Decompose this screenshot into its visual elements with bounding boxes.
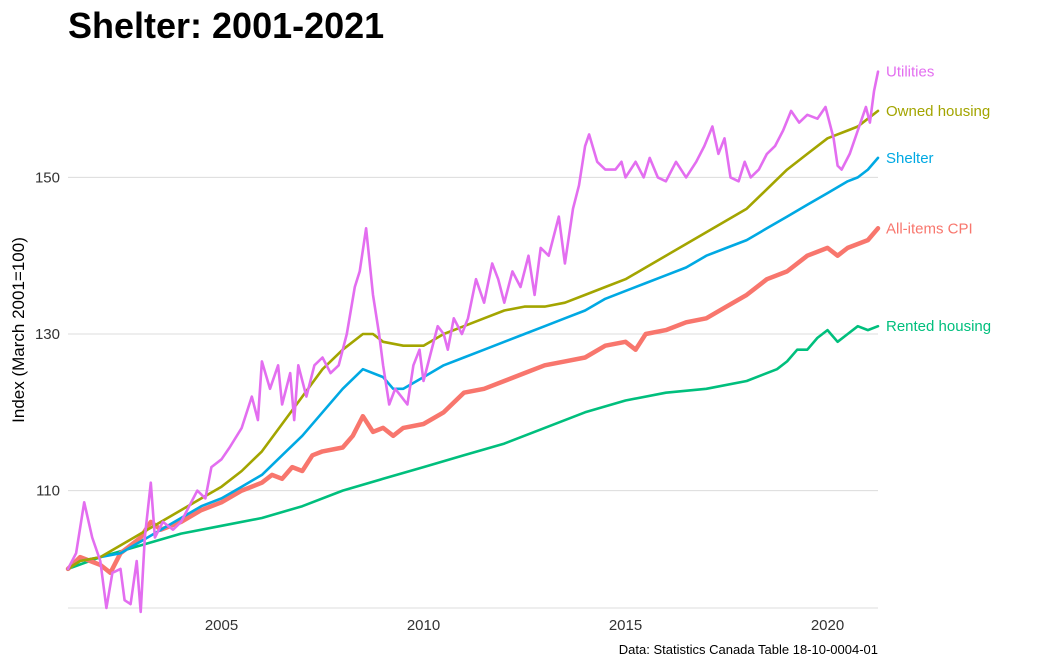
series-lines <box>65 70 881 614</box>
y-tick-label: 110 <box>36 483 60 500</box>
gridlines <box>68 176 878 609</box>
y-tick-label: 150 <box>35 169 60 186</box>
series-line-rented-housing <box>66 324 880 571</box>
series-line-owned-housing <box>66 109 880 571</box>
x-tick-label: 2005 <box>205 617 238 634</box>
x-tick-label: 2010 <box>407 617 440 634</box>
y-axis-ticks: 110 130 150 <box>35 169 60 499</box>
series-line-shelter <box>66 156 880 571</box>
series-label-rented-housing: Rented housing <box>886 318 991 335</box>
x-axis-ticks: 2005 2010 2015 2020 <box>205 617 844 634</box>
series-label-owned-housing: Owned housing <box>886 103 990 120</box>
series-label-all-items-cpi: All-items CPI <box>886 220 973 237</box>
x-tick-label: 2015 <box>609 617 642 634</box>
x-tick-label: 2020 <box>811 617 844 634</box>
series-line-all-items-cpi <box>65 226 881 576</box>
chart-caption: Data: Statistics Canada Table 18-10-0004… <box>619 642 878 657</box>
y-axis-label: Index (March 2001=100) <box>9 237 28 423</box>
y-tick-label: 130 <box>35 326 60 343</box>
series-label-shelter: Shelter <box>886 150 934 167</box>
chart-title: Shelter: 2001-2021 <box>68 5 384 46</box>
series-line-utilities <box>66 70 880 614</box>
series-labels: Utilities Owned housing Shelter All-items C… <box>886 64 991 335</box>
series-label-utilities: Utilities <box>886 64 934 81</box>
